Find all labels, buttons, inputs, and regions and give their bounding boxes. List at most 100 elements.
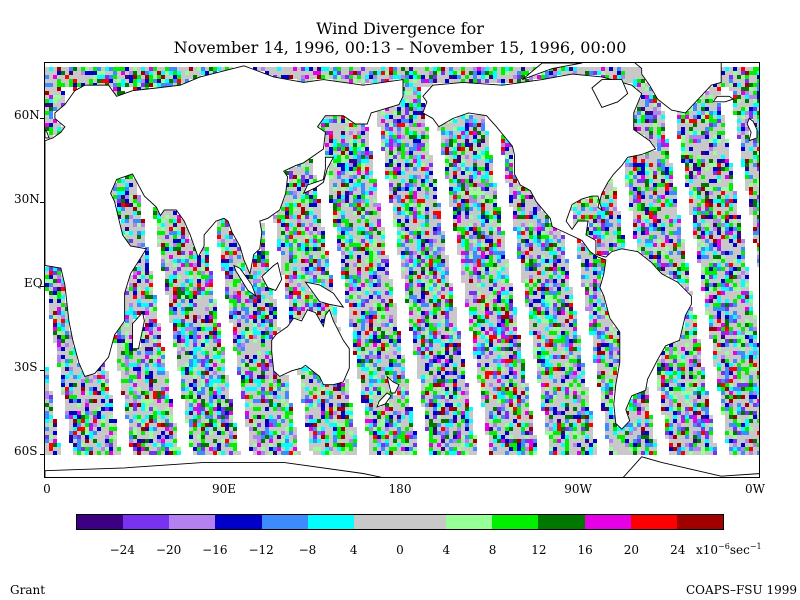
divergence-cell — [465, 119, 469, 123]
divergence-cell — [453, 123, 457, 127]
divergence-cell — [509, 287, 513, 291]
divergence-cell — [429, 195, 433, 199]
divergence-cell — [705, 115, 709, 119]
divergence-cell — [741, 147, 745, 151]
divergence-cell — [369, 75, 373, 79]
divergence-cell — [445, 75, 449, 79]
divergence-cell — [413, 247, 417, 251]
divergence-cell — [373, 251, 377, 255]
divergence-cell — [661, 235, 665, 239]
divergence-cell — [421, 227, 425, 231]
divergence-cell — [493, 283, 497, 287]
divergence-cell — [753, 199, 757, 203]
divergence-cell — [393, 179, 397, 183]
divergence-cell — [309, 259, 313, 263]
divergence-cell — [409, 275, 413, 279]
divergence-cell — [405, 259, 409, 263]
divergence-cell — [613, 215, 617, 219]
divergence-cell — [517, 247, 521, 251]
divergence-cell — [693, 215, 697, 219]
divergence-cell — [529, 219, 533, 223]
divergence-cell — [57, 71, 61, 75]
divergence-cell — [381, 247, 385, 251]
divergence-cell — [553, 295, 557, 299]
divergence-cell — [549, 287, 553, 291]
divergence-cell — [697, 123, 701, 127]
divergence-cell — [229, 287, 233, 291]
divergence-cell — [637, 167, 641, 171]
divergence-cell — [341, 67, 345, 71]
divergence-cell — [709, 207, 713, 211]
divergence-cell — [457, 247, 461, 251]
divergence-cell — [389, 75, 393, 79]
divergence-cell — [741, 295, 745, 299]
divergence-cell — [277, 71, 281, 75]
divergence-cell — [373, 295, 377, 299]
divergence-cell — [749, 83, 753, 87]
divergence-cell — [321, 255, 325, 259]
divergence-cell — [321, 283, 325, 287]
divergence-cell — [269, 295, 273, 299]
divergence-cell — [489, 271, 493, 275]
divergence-cell — [457, 131, 461, 135]
divergence-cell — [345, 227, 349, 231]
divergence-cell — [701, 155, 705, 159]
divergence-cell — [401, 219, 405, 223]
divergence-cell — [293, 291, 297, 295]
divergence-cell — [717, 279, 721, 283]
divergence-cell — [293, 251, 297, 255]
divergence-cell — [425, 195, 429, 199]
divergence-cell — [673, 251, 677, 255]
divergence-cell — [341, 143, 345, 147]
divergence-cell — [753, 227, 757, 231]
divergence-cell — [477, 279, 481, 283]
divergence-cell — [313, 255, 317, 259]
divergence-cell — [725, 247, 729, 251]
divergence-cell — [113, 195, 117, 199]
divergence-cell — [345, 259, 349, 263]
divergence-cell — [405, 235, 409, 239]
divergence-cell — [657, 131, 661, 135]
divergence-cell — [753, 99, 757, 103]
divergence-cell — [641, 95, 645, 99]
divergence-cell — [305, 271, 309, 275]
divergence-cell — [329, 143, 333, 147]
divergence-cell — [645, 187, 649, 191]
divergence-cell — [393, 139, 397, 143]
divergence-cell — [229, 279, 233, 283]
divergence-cell — [697, 147, 701, 151]
divergence-cell — [661, 231, 665, 235]
divergence-cell — [713, 255, 717, 259]
divergence-cell — [661, 163, 665, 167]
divergence-cell — [521, 187, 525, 191]
divergence-cell — [705, 271, 709, 275]
divergence-cell — [409, 115, 413, 119]
divergence-cell — [361, 143, 365, 147]
divergence-cell — [133, 295, 137, 299]
divergence-cell — [169, 259, 173, 263]
divergence-cell — [737, 291, 741, 295]
divergence-cell — [589, 287, 593, 291]
divergence-cell — [741, 123, 745, 127]
divergence-cell — [297, 187, 301, 191]
divergence-cell — [157, 235, 161, 239]
divergence-cell — [477, 227, 481, 231]
divergence-cell — [477, 159, 481, 163]
divergence-cell — [533, 239, 537, 243]
divergence-cell — [529, 283, 533, 287]
divergence-cell — [57, 91, 61, 95]
divergence-cell — [597, 259, 601, 263]
divergence-cell — [333, 203, 337, 207]
divergence-cell — [125, 223, 129, 227]
divergence-cell — [633, 71, 637, 75]
divergence-cell — [361, 191, 365, 195]
divergence-cell — [341, 179, 345, 183]
divergence-cell — [261, 231, 265, 235]
divergence-cell — [633, 191, 637, 195]
divergence-cell — [405, 127, 409, 131]
divergence-cell — [709, 295, 713, 299]
divergence-cell — [353, 263, 357, 267]
divergence-cell — [633, 83, 637, 87]
divergence-cell — [373, 191, 377, 195]
divergence-cell — [665, 155, 669, 159]
